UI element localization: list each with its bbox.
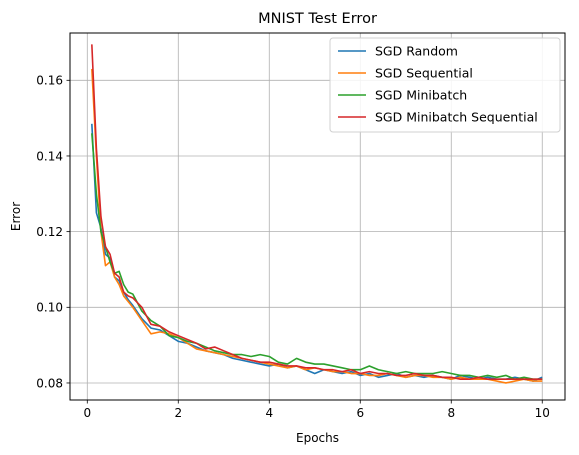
chart-title: MNIST Test Error (258, 11, 377, 27)
x-tick-label: 0 (83, 406, 91, 420)
y-tick-label: 0.12 (36, 225, 63, 239)
x-tick-label: 2 (174, 406, 182, 420)
legend-label: SGD Random (375, 44, 458, 59)
y-tick-label: 0.08 (36, 376, 63, 390)
legend-label: SGD Minibatch Sequential (375, 110, 538, 125)
legend-label: SGD Sequential (375, 66, 473, 81)
y-tick-label: 0.14 (36, 149, 63, 163)
x-tick-label: 10 (535, 406, 550, 420)
y-axis-label: Error (9, 202, 23, 231)
x-axis-ticks: 0 2 4 6 8 10 (83, 400, 550, 420)
y-axis-ticks: 0.08 0.10 0.12 0.14 0.16 (36, 74, 70, 390)
x-tick-label: 4 (265, 406, 273, 420)
series-line-sgd-minibatch (91, 133, 543, 380)
legend: SGD Random SGD Sequential SGD Minibatch SGD… (329, 37, 561, 133)
legend-label: SGD Minibatch (375, 88, 467, 103)
series-lines (91, 44, 543, 384)
y-tick-label: 0.10 (36, 301, 63, 315)
x-tick-label: 8 (447, 406, 455, 420)
y-tick-label: 0.16 (36, 74, 63, 88)
x-axis-label: Epochs (296, 431, 339, 445)
legend-box (329, 37, 561, 133)
x-tick-label: 6 (356, 406, 364, 420)
series-line-sgd-minibatch-sequential (91, 44, 543, 380)
plot-area-frame (69, 32, 566, 401)
